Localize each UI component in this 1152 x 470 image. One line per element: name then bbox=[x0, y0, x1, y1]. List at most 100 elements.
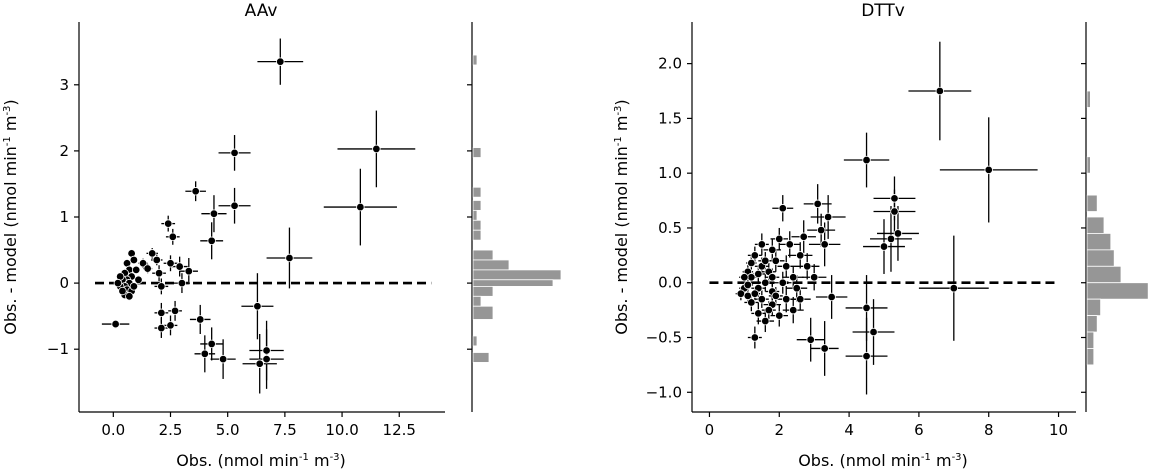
data-point bbox=[743, 291, 753, 301]
histogram-bar bbox=[472, 186, 482, 198]
data-point bbox=[775, 234, 784, 244]
data-point bbox=[154, 268, 164, 278]
data-point bbox=[785, 240, 794, 249]
data-point bbox=[138, 259, 148, 268]
data-point bbox=[813, 199, 822, 209]
data-point bbox=[743, 280, 753, 290]
data-point bbox=[879, 242, 889, 251]
data-point bbox=[372, 144, 381, 154]
histogram-bar bbox=[472, 200, 482, 211]
aav-panel: AAv 0.0 2.5 5.0 7.5 10.0 12.5 −1 0 1 2 3 Obs. (nm… bbox=[1, 1, 562, 470]
data-point bbox=[747, 258, 756, 268]
histogram-bar bbox=[472, 286, 494, 297]
data-point bbox=[164, 219, 173, 228]
y-tick-label: 0 bbox=[59, 274, 69, 292]
histogram-bar bbox=[1086, 233, 1112, 251]
y-axis-label: Obs. - model (nmol min-1 m-3) bbox=[612, 99, 631, 334]
data-point bbox=[129, 255, 139, 265]
data-point bbox=[778, 204, 787, 213]
data-point bbox=[768, 273, 777, 282]
histogram-bar bbox=[472, 229, 482, 241]
data-point bbox=[113, 278, 123, 288]
data-point bbox=[200, 349, 210, 359]
histogram-bar bbox=[1086, 194, 1098, 212]
data-point bbox=[111, 319, 120, 329]
data-point bbox=[262, 346, 271, 355]
data-point bbox=[771, 256, 780, 266]
data-point bbox=[276, 57, 285, 66]
data-point bbox=[750, 333, 760, 342]
data-point bbox=[935, 86, 945, 96]
y-axis: −1.0 −0.5 0.0 0.5 1.0 1.5 2.0 bbox=[646, 22, 693, 412]
data-point bbox=[796, 251, 805, 260]
data-point bbox=[191, 187, 200, 196]
data-point bbox=[820, 240, 829, 249]
data-point bbox=[796, 294, 805, 304]
data-point bbox=[984, 165, 993, 175]
histogram-bar bbox=[472, 335, 478, 347]
data-point bbox=[157, 323, 166, 333]
histogram-bar bbox=[1086, 348, 1095, 366]
data-point bbox=[255, 359, 264, 368]
data-point bbox=[740, 273, 749, 282]
chart-title: DTTv bbox=[861, 1, 905, 21]
data-point bbox=[754, 269, 763, 279]
histogram-bar bbox=[1086, 156, 1091, 174]
data-point bbox=[736, 289, 746, 298]
data-point bbox=[782, 294, 791, 304]
data-point bbox=[761, 278, 770, 287]
data-point bbox=[869, 327, 878, 337]
data-point bbox=[768, 245, 777, 255]
data-point bbox=[196, 315, 205, 324]
histogram-bar bbox=[1086, 298, 1102, 316]
data-point bbox=[207, 339, 216, 349]
chart-title: AAv bbox=[245, 1, 278, 21]
x-tick-label: 10.0 bbox=[325, 421, 358, 439]
data-point bbox=[827, 292, 836, 302]
x-tick-label: 10 bbox=[1049, 421, 1068, 439]
histogram-bar bbox=[1086, 331, 1095, 349]
data-point bbox=[218, 354, 228, 364]
histogram-bar bbox=[472, 54, 478, 66]
histogram-bar bbox=[1086, 265, 1122, 284]
data-point bbox=[747, 298, 756, 307]
histogram-bar bbox=[472, 279, 554, 287]
y-tick-label: 1.5 bbox=[658, 109, 682, 127]
data-point bbox=[168, 232, 177, 242]
data-point bbox=[764, 305, 773, 315]
data-point bbox=[809, 273, 819, 282]
data-point bbox=[890, 207, 899, 216]
histogram-bar bbox=[472, 219, 482, 231]
data-point bbox=[170, 306, 180, 316]
data-point bbox=[823, 212, 833, 222]
data-point bbox=[806, 335, 815, 344]
y-tick-label: −1 bbox=[47, 340, 69, 358]
y-axis-label: Obs. - model (nmol min-1 m-3) bbox=[1, 99, 20, 334]
data-point bbox=[750, 251, 760, 260]
x-tick-label: 0 bbox=[705, 421, 715, 439]
histogram-bar bbox=[472, 209, 478, 221]
data-point bbox=[820, 344, 829, 353]
x-axis-label: Obs. (nmol min-1 m-3) bbox=[798, 451, 968, 470]
data-point bbox=[890, 194, 899, 203]
data-point bbox=[792, 284, 801, 293]
data-point bbox=[754, 309, 763, 318]
data-point bbox=[253, 302, 262, 311]
data-point bbox=[761, 316, 770, 326]
histogram-bar bbox=[472, 295, 482, 307]
data-point bbox=[209, 209, 219, 218]
y-tick-label: 2.0 bbox=[658, 55, 682, 73]
data-point bbox=[757, 294, 767, 304]
data-point bbox=[207, 236, 216, 245]
histogram-bar bbox=[472, 249, 494, 261]
data-point bbox=[771, 291, 780, 301]
data-point bbox=[166, 259, 175, 268]
x-axis-label: Obs. (nmol min-1 m-3) bbox=[176, 451, 346, 470]
histogram-bar bbox=[1086, 249, 1115, 267]
data-point bbox=[799, 232, 808, 241]
data-point bbox=[143, 264, 152, 273]
y-tick-label: 1 bbox=[59, 208, 69, 226]
data-point bbox=[356, 202, 365, 212]
data-point bbox=[778, 278, 787, 287]
